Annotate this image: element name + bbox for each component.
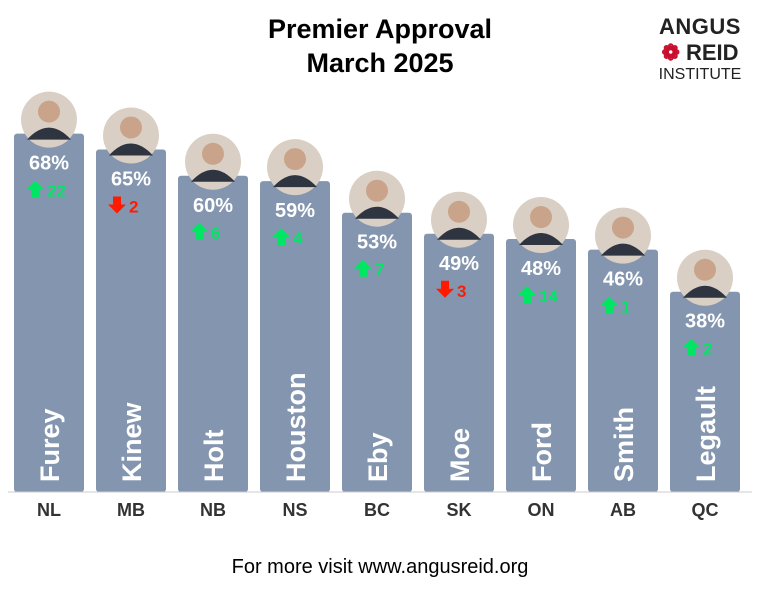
footer-link[interactable]: For more visit www.angusreid.org [231, 556, 529, 578]
bar-QC [670, 291, 740, 492]
change-label: 3 [457, 282, 466, 301]
photo-face [284, 148, 306, 171]
category-label: AB [610, 500, 636, 520]
arrow-down-icon [108, 196, 126, 214]
value-label: 68% [29, 153, 69, 175]
photo-suit [355, 206, 399, 219]
photo-suit [191, 169, 235, 182]
logo-line3: INSTITUTE [658, 66, 742, 83]
arrow-up-icon [26, 180, 44, 198]
value-label: 48% [521, 258, 561, 280]
category-label: QC [692, 500, 719, 520]
bar-NS [260, 181, 330, 492]
photo-face [202, 142, 224, 165]
change-label: 7 [375, 261, 384, 280]
photo-suit [601, 243, 645, 256]
premier-name: Kinew [117, 401, 147, 482]
category-label: NL [37, 500, 61, 520]
chart-title: Premier Approval [267, 14, 493, 44]
arrow-up-icon [354, 259, 372, 277]
photo-suit [109, 143, 153, 156]
change-label: 2 [129, 197, 138, 216]
photo-suit [27, 127, 71, 140]
photo-face [448, 200, 470, 223]
value-label: 38% [685, 311, 725, 333]
chart-subtitle: March 2025 [306, 48, 454, 78]
maple-leaf-icon: ❁ [661, 40, 680, 65]
photo-face [366, 179, 388, 202]
category-label: SK [446, 500, 471, 520]
bar-SK [424, 233, 494, 492]
arrow-up-icon [272, 228, 290, 246]
category-label: ON [528, 500, 555, 520]
value-label: 49% [439, 253, 479, 275]
angus-reid-logo: ANGUS ❁ REID INSTITUTE [650, 14, 750, 84]
premier-name: Ford [527, 422, 557, 482]
premier-name: Furey [35, 408, 65, 482]
premier-name: Legault [691, 386, 721, 482]
premier-name: Smith [609, 407, 639, 482]
arrow-up-icon [518, 286, 536, 304]
logo-line1: ANGUS [659, 14, 741, 39]
photo-face [120, 116, 142, 139]
arrow-down-icon [436, 280, 454, 298]
bar-NB [178, 175, 248, 493]
bar-BC [342, 212, 412, 492]
value-label: 59% [275, 200, 315, 222]
value-label: 60% [193, 195, 233, 217]
premier-name: Houston [281, 373, 311, 482]
change-label: 2 [703, 340, 712, 359]
arrow-up-icon [682, 338, 700, 356]
arrow-up-icon [600, 296, 618, 314]
value-label: 46% [603, 269, 643, 291]
category-label: BC [364, 500, 390, 520]
photo-face [530, 206, 552, 229]
arrow-up-icon [190, 222, 208, 240]
photo-suit [437, 227, 481, 240]
change-label: 22 [47, 182, 66, 201]
photo-face [612, 216, 634, 239]
premier-name: Holt [199, 430, 229, 482]
photo-suit [519, 233, 563, 246]
logo-line2: REID [686, 40, 739, 65]
category-label: NB [200, 500, 226, 520]
change-label: 4 [293, 229, 303, 248]
value-label: 65% [111, 168, 151, 190]
category-label: MB [117, 500, 145, 520]
change-label: 14 [539, 287, 558, 306]
bar-NL [14, 133, 84, 492]
premier-name: Moe [445, 428, 475, 482]
premier-name: Eby [363, 432, 393, 482]
photo-suit [273, 175, 317, 188]
bar-MB [96, 149, 166, 492]
photo-suit [683, 285, 727, 298]
photo-face [694, 258, 716, 281]
value-label: 53% [357, 232, 397, 254]
bar-plot: 68% 22 Furey NL 65% 2 Kinew MB 60% 6 Holt NB 59% 4 Hou… [8, 91, 752, 520]
photo-face [38, 100, 60, 123]
category-label: NS [282, 500, 307, 520]
change-label: 6 [211, 224, 220, 243]
change-label: 1 [621, 298, 630, 317]
